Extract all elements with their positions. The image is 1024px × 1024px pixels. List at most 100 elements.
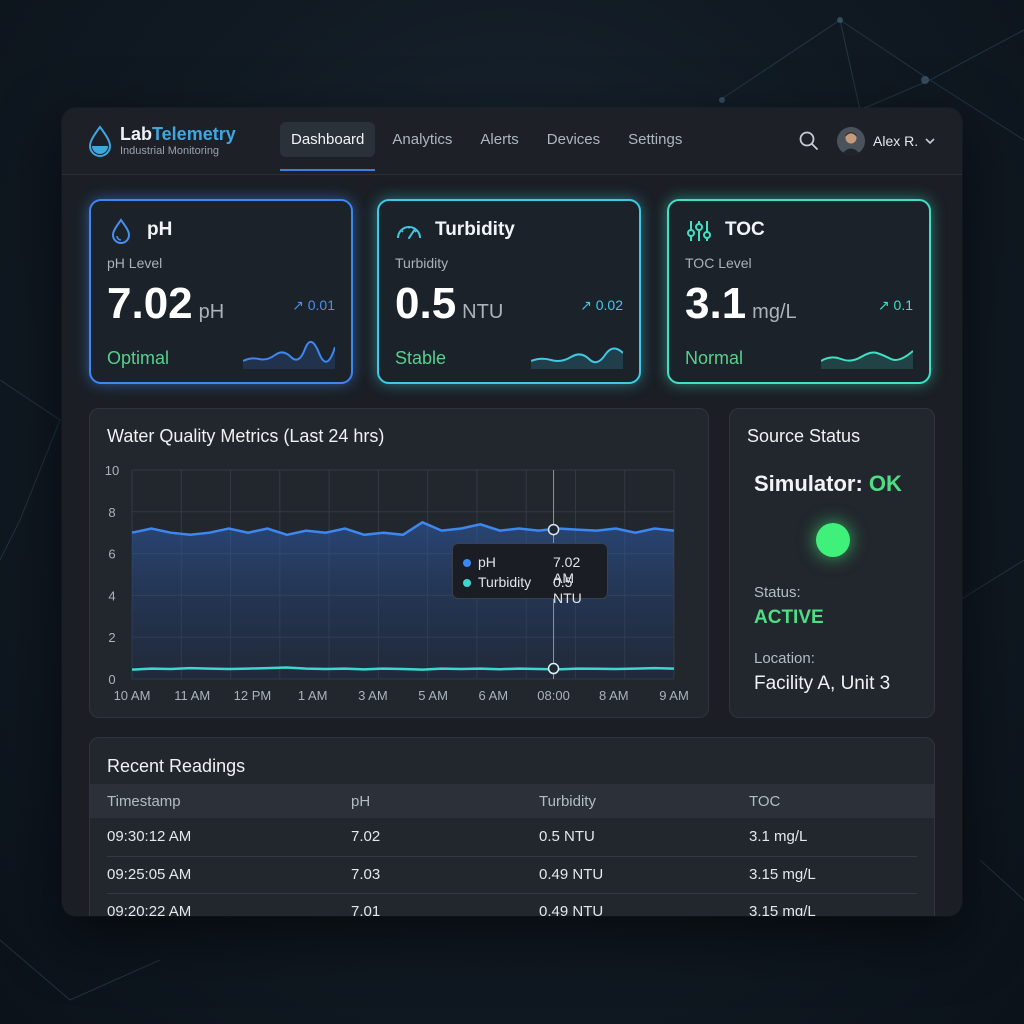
location-label: Location: <box>754 650 815 667</box>
y-tick-label: 0 <box>108 672 115 687</box>
row-divider <box>107 893 917 894</box>
nav-alerts[interactable]: Alerts <box>480 131 519 148</box>
status-value: ACTIVE <box>754 607 824 628</box>
x-tick-label: 9 AM <box>659 688 689 703</box>
table-row[interactable]: 09:25:05 AM 7.03 0.49 NTU 3.15 mg/L <box>90 856 934 893</box>
status-indicator <box>816 523 850 557</box>
table-cell: 7.01 <box>351 903 381 916</box>
x-tick-label: 5 AM <box>418 688 448 703</box>
card-label: pH Level <box>107 255 163 271</box>
ph-legend-dot <box>463 559 471 568</box>
water-drop-logo-icon <box>88 125 112 157</box>
nav-devices[interactable]: Devices <box>546 131 601 148</box>
user-avatar[interactable] <box>837 127 865 155</box>
metric-card-ph[interactable]: pH pH Level 7.02 pH ↗ 0.01 Optimal <box>89 199 353 384</box>
y-tick-label: 2 <box>108 630 115 645</box>
x-tick-label: 12 PM <box>234 688 272 703</box>
chart-title: Water Quality Metrics (Last 24 hrs) <box>107 426 385 446</box>
card-delta: ↗ 0.1 <box>877 297 913 313</box>
sparkline <box>821 350 913 369</box>
table-row[interactable]: 09:20:22 AM 7.01 0.49 NTU 3.15 mg/L <box>90 893 934 916</box>
card-label: Turbidity <box>395 255 449 271</box>
y-tick-label: 4 <box>108 588 115 603</box>
top-navigation-bar: LabTelemetry Industrial Monitoring Dashb… <box>62 108 962 175</box>
nav-settings[interactable]: Settings <box>628 131 683 148</box>
table-cell: 09:30:12 AM <box>107 828 192 845</box>
card-title: TOC <box>725 219 765 240</box>
chevron-down-icon[interactable] <box>924 135 936 147</box>
metric-card-toc[interactable]: TOC TOC Level 3.1 mg/L ↗ 0.1 Normal <box>667 199 931 384</box>
card-title: Turbidity <box>435 219 515 240</box>
turbidity-series-line <box>131 666 675 671</box>
card-delta: ↗ 0.02 <box>580 297 623 313</box>
water-quality-chart[interactable]: 0 2 4 6 8 10 10 AM 11 AM 12 PM 1 AM 3 AM 5 AM 6 AM 08… <box>90 409 710 719</box>
nav-analytics[interactable]: Analytics <box>392 131 453 148</box>
card-label: TOC Level <box>685 255 752 271</box>
table-cell: 0.49 NTU <box>539 903 604 916</box>
x-tick-label: 11 AM <box>174 688 210 703</box>
card-value: 3.1 mg/L <box>685 279 797 328</box>
y-tick-label: 6 <box>108 547 115 562</box>
source-status-panel: Source Status Simulator: OK Status: ACTI… <box>729 408 935 718</box>
recent-readings-panel: Recent Readings Timestamp pH Turbidity T… <box>89 737 935 916</box>
table-cell: 7.03 <box>351 866 381 883</box>
ph-hover-point <box>547 523 560 536</box>
table-cell: 3.1 mg/L <box>749 828 808 845</box>
card-value: 0.5 NTU <box>395 279 504 328</box>
water-drop-icon <box>111 218 131 244</box>
status-label: Status: <box>754 584 801 601</box>
avatar-image <box>837 127 865 155</box>
gauge-icon <box>397 226 421 239</box>
card-delta: ↗ 0.01 <box>292 297 335 313</box>
table-cell: 7.02 <box>351 828 381 845</box>
ph-series-line <box>131 520 675 537</box>
x-tick-label: 10 AM <box>114 688 151 703</box>
nav-dashboard[interactable]: Dashboard <box>280 122 376 171</box>
app-subtitle: Industrial Monitoring <box>120 145 220 157</box>
table-title: Recent Readings <box>107 756 246 776</box>
column-header[interactable]: TOC <box>749 793 781 810</box>
x-tick-label: 8 AM <box>599 688 629 703</box>
table-cell: 09:20:22 AM <box>107 903 192 916</box>
card-status: Optimal <box>107 348 170 368</box>
location-value: Facility A, Unit 3 <box>754 673 891 694</box>
main-nav: Dashboard Analytics Alerts Devices Setti… <box>280 122 699 171</box>
table-cell: 3.15 mg/L <box>749 903 816 916</box>
tooltip-ph-row: pH 7.02 AM <box>463 554 580 586</box>
sliders-icon <box>687 221 711 241</box>
turbidity-legend-dot <box>463 579 471 588</box>
search-icon[interactable] <box>798 130 820 152</box>
y-tick-label: 8 <box>108 505 115 520</box>
row-divider <box>107 856 917 857</box>
column-header[interactable]: Timestamp <box>107 793 181 810</box>
simulator-status: Simulator: OK <box>754 471 902 496</box>
chart-tooltip: pH 7.02 AM Turbidity 0.5 NTU <box>452 543 608 606</box>
x-tick-label: 3 AM <box>358 688 388 703</box>
user-name[interactable]: Alex R. <box>873 133 919 149</box>
x-tick-label: 08:00 <box>537 688 570 703</box>
table-cell: 3.15 mg/L <box>749 866 816 883</box>
table-cell: 09:25:05 AM <box>107 866 192 883</box>
y-tick-label: 10 <box>105 463 119 478</box>
water-quality-chart-panel: 0 2 4 6 8 10 10 AM 11 AM 12 PM 1 AM 3 AM 5 AM 6 AM 08… <box>89 408 709 718</box>
tooltip-turbidity-row: Turbidity 0.5 NTU <box>463 574 582 606</box>
x-tick-label: 6 AM <box>479 688 509 703</box>
table-header: Timestamp pH Turbidity TOC <box>90 784 934 818</box>
metric-card-turbidity[interactable]: Turbidity Turbidity 0.5 NTU ↗ 0.02 Stable <box>377 199 641 384</box>
card-title: pH <box>147 219 173 240</box>
table-cell: 0.49 NTU <box>539 866 604 883</box>
column-header[interactable]: pH <box>351 793 371 810</box>
table-row[interactable]: 09:30:12 AM 7.02 0.5 NTU 3.1 mg/L <box>90 818 934 855</box>
sparkline <box>531 347 623 369</box>
card-value: 7.02 pH <box>107 279 225 328</box>
sparkline <box>243 341 335 369</box>
brand-logo[interactable]: LabTelemetry Industrial Monitoring <box>88 124 236 158</box>
card-status: Stable <box>395 348 447 368</box>
table-cell: 0.5 NTU <box>539 828 595 845</box>
app-name: LabTelemetry <box>120 124 236 144</box>
turbidity-hover-point <box>547 662 560 675</box>
card-status: Normal <box>685 348 744 368</box>
column-header[interactable]: Turbidity <box>539 793 596 810</box>
x-tick-label: 1 AM <box>298 688 328 703</box>
